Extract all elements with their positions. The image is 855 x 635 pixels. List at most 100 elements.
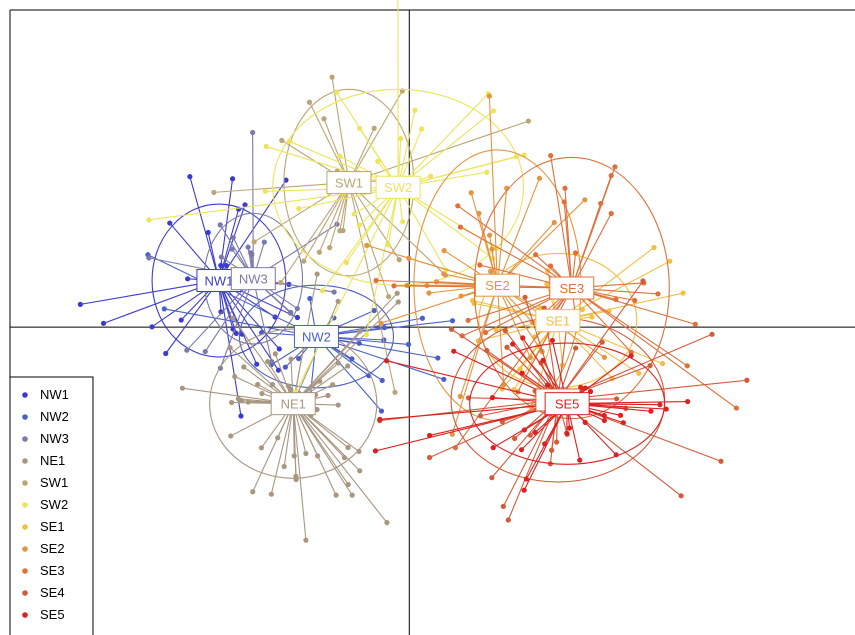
point (296, 206, 302, 212)
star-line (348, 120, 529, 184)
point (489, 475, 495, 481)
label-box (230, 267, 276, 291)
point (573, 345, 579, 351)
point (255, 381, 261, 388)
point (327, 245, 333, 251)
point (294, 314, 301, 321)
point (684, 363, 690, 369)
point (433, 279, 440, 285)
point (441, 271, 447, 277)
legend-entry: SE2 (40, 541, 65, 556)
point (383, 358, 390, 364)
point (532, 429, 538, 436)
point (484, 169, 490, 175)
point (510, 341, 516, 347)
star-line (348, 182, 400, 260)
point (441, 247, 447, 254)
label-text: SW1 (335, 176, 363, 191)
star-line (557, 319, 569, 400)
point (275, 367, 282, 373)
star-line (213, 182, 349, 193)
star-line (523, 403, 568, 491)
point (577, 457, 583, 463)
point (527, 354, 533, 361)
point (372, 448, 379, 454)
legend-entry: NW2 (40, 409, 69, 424)
point (241, 364, 247, 370)
label-ne1: NE1 (270, 392, 316, 416)
point (518, 447, 525, 453)
point (426, 454, 433, 461)
point (457, 393, 463, 400)
point (230, 234, 236, 241)
label-se3: SE3 (549, 276, 595, 300)
point (167, 220, 173, 226)
point (540, 357, 546, 363)
point (428, 173, 434, 179)
star-line (292, 403, 297, 480)
point (283, 177, 289, 183)
star-line (397, 93, 489, 188)
star-line (459, 285, 499, 397)
point (163, 350, 169, 357)
star-line (218, 208, 240, 281)
point (566, 425, 573, 431)
star-line (376, 279, 572, 289)
star-line (397, 110, 416, 188)
point (229, 399, 235, 406)
star-line (524, 297, 559, 401)
point (657, 402, 663, 408)
label-text: SE3 (559, 281, 584, 296)
point (258, 445, 265, 451)
star-line (563, 201, 573, 289)
star-line (189, 176, 220, 281)
group-nw1 (77, 174, 301, 419)
star-line (218, 178, 234, 281)
star-line (365, 187, 399, 335)
point (357, 468, 363, 474)
label-text: SW2 (384, 180, 412, 195)
point (278, 280, 284, 286)
point (331, 289, 337, 295)
point (375, 158, 381, 164)
point (329, 74, 335, 80)
point (554, 439, 560, 445)
point (435, 355, 441, 361)
point (525, 118, 531, 124)
label-box (326, 171, 372, 195)
point (294, 305, 300, 312)
point (335, 402, 341, 408)
star-line (470, 192, 499, 286)
point (205, 229, 211, 236)
legend-marker (22, 590, 28, 596)
star-line (218, 204, 246, 281)
point (449, 318, 456, 324)
point (357, 328, 363, 334)
point (488, 268, 494, 274)
point (505, 517, 511, 523)
point (364, 242, 370, 248)
point (287, 138, 293, 145)
star-line (218, 179, 287, 281)
point (288, 310, 294, 316)
star-line (397, 110, 494, 188)
point (663, 406, 669, 412)
point (620, 420, 626, 426)
point (233, 330, 239, 336)
point (667, 258, 673, 264)
label-nw2: NW2 (293, 324, 339, 348)
point (490, 108, 497, 114)
point (549, 337, 555, 344)
point (426, 432, 433, 439)
point (613, 396, 620, 402)
point (229, 176, 236, 182)
point (223, 262, 230, 269)
point (648, 408, 654, 414)
point (356, 222, 362, 228)
point (265, 358, 271, 365)
star-line (292, 330, 361, 405)
legend-entry: NW3 (40, 431, 69, 446)
point (589, 314, 595, 320)
point (378, 408, 385, 414)
point (261, 239, 267, 245)
